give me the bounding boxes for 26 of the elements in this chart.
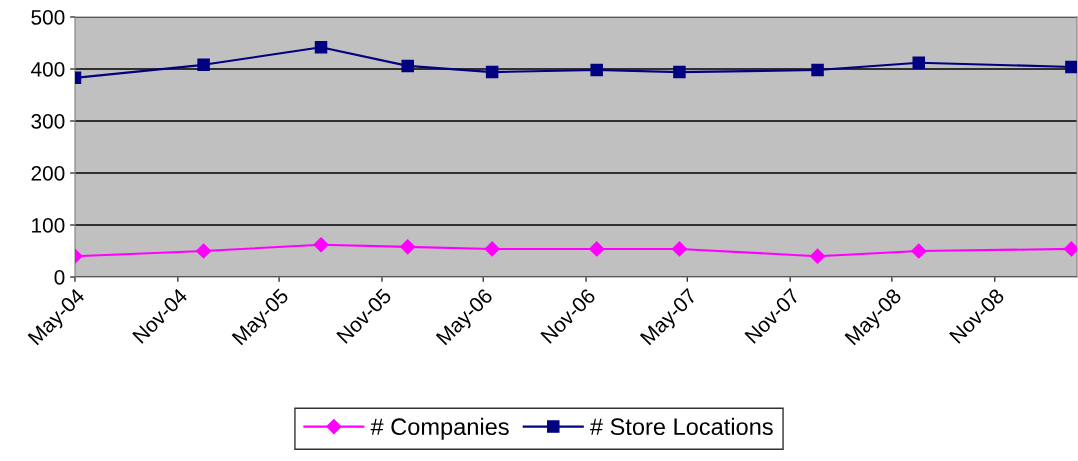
legend-label: # Companies	[370, 417, 509, 440]
point	[1065, 60, 1077, 74]
legend-label: # Store Locations	[589, 417, 773, 436]
y-tick-label: 300	[31, 114, 65, 129]
point	[314, 40, 328, 54]
y-tick-label: 400	[31, 62, 65, 77]
y-tick-label: 200	[31, 166, 65, 181]
y-tick-label: 500	[31, 10, 65, 25]
point	[197, 58, 210, 72]
point	[590, 63, 603, 77]
point	[673, 65, 686, 79]
point	[313, 237, 329, 253]
point	[671, 241, 688, 257]
point	[485, 65, 499, 79]
point	[911, 243, 927, 259]
point	[401, 59, 414, 73]
point	[912, 56, 926, 70]
point	[589, 241, 605, 257]
point	[484, 241, 500, 257]
y-tick-label: 100	[32, 218, 65, 233]
point	[811, 63, 824, 77]
point	[809, 248, 826, 264]
point	[1063, 241, 1077, 257]
y-tick-label: 0	[54, 270, 65, 285]
point	[400, 239, 416, 255]
point	[196, 243, 212, 259]
